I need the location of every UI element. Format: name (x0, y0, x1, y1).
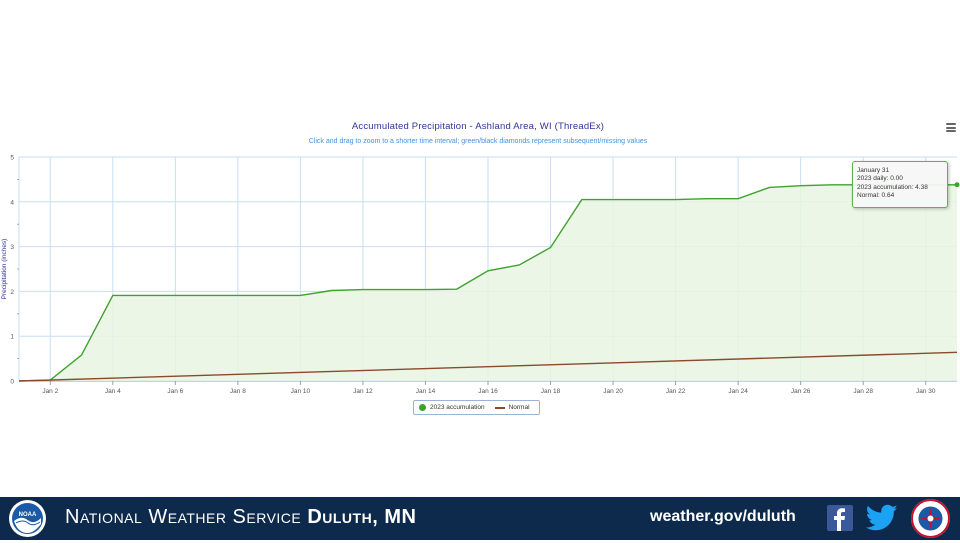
x-tick-label: Jan 12 (353, 388, 373, 395)
y-tick-label: 5 (10, 155, 14, 162)
tooltip-normal: Normal: 0.64 (857, 192, 895, 200)
x-tick-label: Jan 28 (853, 388, 873, 395)
x-tick-label: Jan 30 (916, 388, 936, 395)
y-tick-label: 2 (10, 289, 14, 296)
x-tick-label: Jan 26 (791, 388, 811, 395)
x-tick-label: Jan 2 (42, 388, 58, 395)
twitter-icon[interactable] (865, 504, 898, 532)
tooltip-accumulation: 2023 accumulation: 4.38 (857, 183, 928, 191)
website-url[interactable]: weather.gov/duluth (650, 508, 796, 525)
chart-legend: 2023 accumulation Normal (413, 400, 540, 415)
nws-logo[interactable] (911, 499, 950, 538)
accumulation-point (954, 182, 960, 188)
x-tick-label: Jan 4 (105, 388, 121, 395)
tooltip-header: January 31 (857, 167, 890, 174)
footer-banner: NOAA National Weather Service Duluth, MN… (0, 497, 960, 540)
accumulation-line (18, 184, 957, 382)
noaa-logo-text: NOAA (19, 512, 37, 518)
chart-container: 0 1 2 3 4 5 Jan 2 Jan 4 Jan 6 Jan 8 Jan 10 Jan 12 Ja… (0, 110, 960, 420)
x-tick-label: Jan 10 (291, 388, 311, 395)
x-tick-label: Jan 20 (603, 388, 623, 395)
org-office: Duluth, MN (307, 506, 417, 528)
y-tick-label: 1 (10, 334, 14, 341)
y-tick-label: 0 (10, 379, 14, 386)
noaa-logo[interactable]: NOAA (9, 500, 46, 537)
y-tick-label: 4 (10, 199, 14, 206)
x-tick-label: Jan 22 (666, 388, 686, 395)
legend-dot-icon (419, 404, 426, 411)
legend-item-accumulation[interactable]: 2023 accumulation (419, 404, 485, 411)
x-tick-label: Jan 24 (728, 388, 748, 395)
chart-subtitle: Click and drag to zoom to a shorter time… (308, 138, 648, 145)
facebook-icon[interactable] (827, 505, 853, 531)
tooltip-daily: 2023 daily: 0.00 (857, 175, 903, 183)
legend-label-accumulation: 2023 accumulation (430, 404, 485, 411)
precipitation-chart[interactable]: 0 1 2 3 4 5 Jan 2 Jan 4 Jan 6 Jan 8 Jan 10 Jan 12 Ja… (0, 110, 960, 420)
org-prefix: National Weather Service (65, 506, 302, 528)
x-tick-label: Jan 16 (478, 388, 498, 395)
nws-office-name: National Weather Service Duluth, MN (65, 506, 416, 529)
hamburger-menu-icon[interactable] (946, 123, 956, 132)
legend-label-normal: Normal (508, 404, 530, 411)
accumulation-area-fill (19, 184, 957, 381)
normal-line (18, 351, 958, 382)
x-tick-label: Jan 6 (167, 388, 183, 395)
y-tick-label: 3 (10, 244, 14, 251)
chart-tooltip: January 31 2023 daily: 0.00 2023 accumul… (852, 161, 948, 208)
legend-item-normal[interactable]: Normal (494, 404, 530, 411)
x-tick-label: Jan 8 (230, 388, 246, 395)
legend-line-icon (494, 406, 505, 409)
x-tick-label: Jan 18 (541, 388, 561, 395)
y-axis-label: Precipitation (inches) (1, 239, 8, 300)
x-tick-label: Jan 14 (416, 388, 436, 395)
chart-title: Accumulated Precipitation - Ashland Area… (351, 121, 605, 132)
